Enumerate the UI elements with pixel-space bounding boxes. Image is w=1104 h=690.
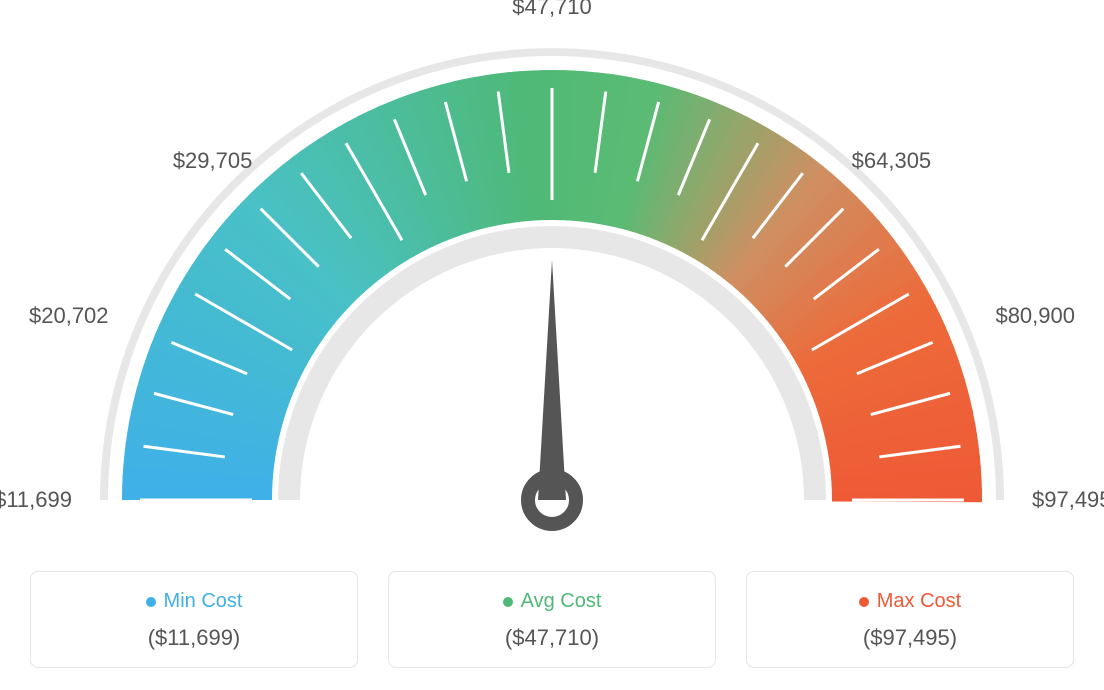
scale-label-5: $80,900 — [995, 303, 1075, 329]
scale-label-0: $11,699 — [0, 487, 72, 513]
legend-title-avg-text: Avg Cost — [521, 590, 602, 613]
legend-value-avg: ($47,710) — [399, 625, 705, 651]
gauge-chart-container: $11,699 $20,702 $29,705 $47,710 $64,305 $80,9… — [0, 0, 1104, 690]
legend-dot-min — [146, 597, 156, 607]
legend-card-avg: Avg Cost ($47,710) — [388, 571, 716, 668]
legend-title-max-text: Max Cost — [877, 590, 961, 613]
scale-label-2: $29,705 — [173, 148, 253, 174]
gauge-area: $11,699 $20,702 $29,705 $47,710 $64,305 $80,9… — [0, 0, 1104, 560]
legend-title-max: Max Cost — [859, 590, 961, 613]
legend-value-max: ($97,495) — [757, 625, 1063, 651]
legend-row: Min Cost ($11,699) Avg Cost ($47,710) Ma… — [30, 571, 1074, 668]
scale-label-4: $64,305 — [852, 148, 932, 174]
legend-title-min: Min Cost — [146, 590, 243, 613]
legend-card-max: Max Cost ($97,495) — [746, 571, 1074, 668]
legend-value-min: ($11,699) — [41, 625, 347, 651]
scale-label-1: $20,702 — [29, 303, 109, 329]
legend-card-min: Min Cost ($11,699) — [30, 571, 358, 668]
legend-dot-max — [859, 597, 869, 607]
scale-label-6: $97,495 — [1032, 487, 1104, 513]
legend-title-min-text: Min Cost — [164, 590, 243, 613]
gauge-svg — [0, 0, 1104, 560]
scale-label-3: $47,710 — [512, 0, 592, 20]
legend-title-avg: Avg Cost — [503, 590, 602, 613]
legend-dot-avg — [503, 597, 513, 607]
